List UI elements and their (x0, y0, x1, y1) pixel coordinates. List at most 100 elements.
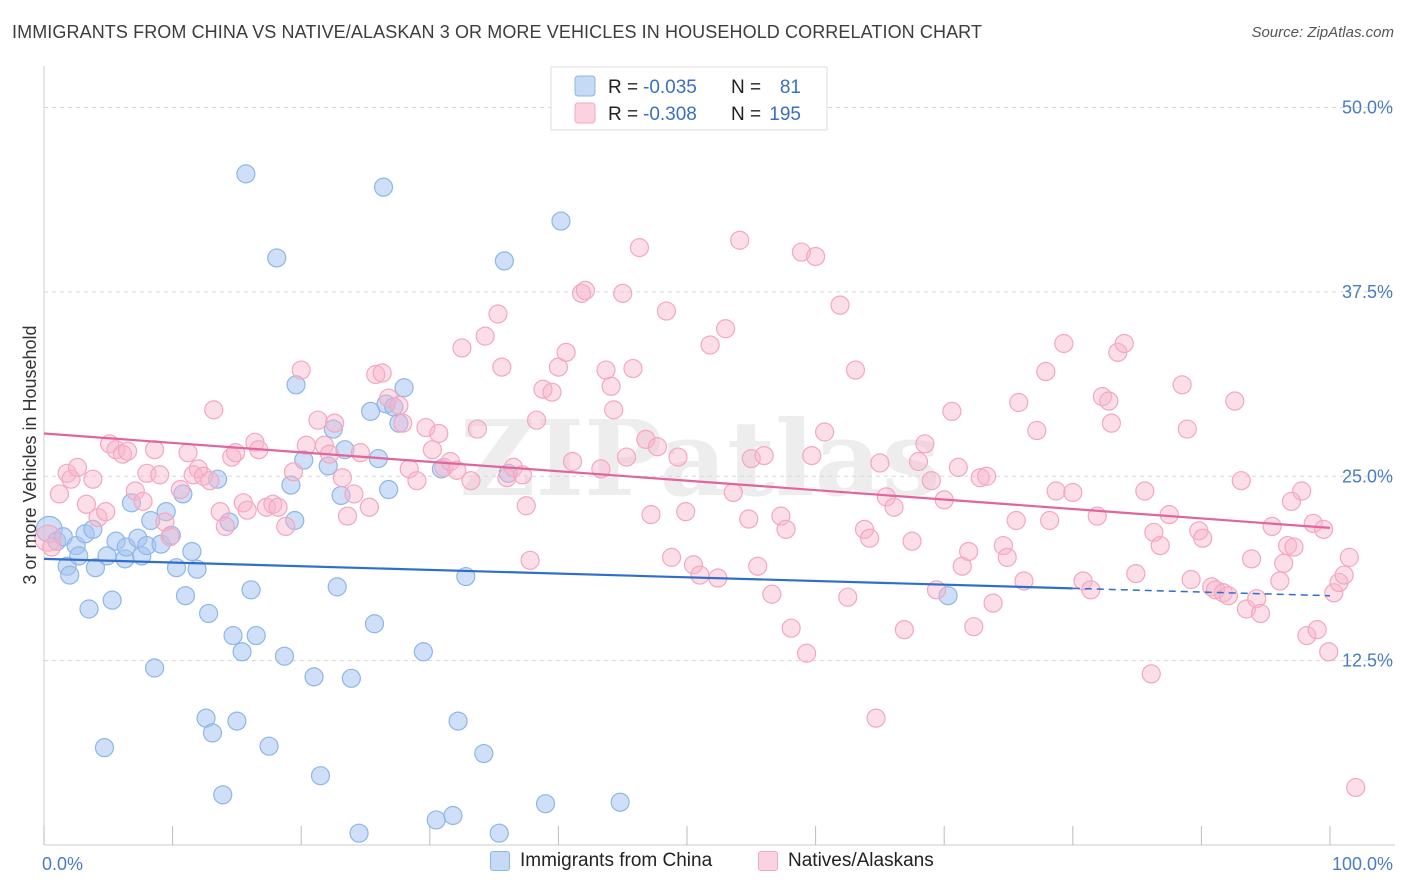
series-natives-alaskans (34, 230, 1366, 798)
natives-point-90 (623, 358, 643, 379)
natives-point-182 (1250, 603, 1271, 624)
china-point-13 (102, 590, 122, 610)
natives-point-110 (762, 584, 782, 604)
natives-point-109 (754, 446, 774, 466)
china-point-48 (286, 375, 306, 395)
natives-point-71 (497, 468, 517, 488)
natives-point-115 (796, 643, 817, 663)
china-point-21 (141, 510, 161, 531)
natives-point-78 (542, 382, 562, 402)
natives-point-70 (492, 357, 512, 377)
natives-point-150 (1040, 510, 1060, 531)
legend-n-value-natives: 195 (769, 104, 801, 125)
natives-point-146 (1009, 392, 1029, 413)
natives-point-192 (1307, 620, 1327, 640)
china-point-41 (241, 580, 261, 600)
natives-point-162 (1126, 563, 1146, 584)
natives-point-194 (1319, 642, 1339, 662)
natives-point-86 (601, 376, 621, 396)
china-point-81 (938, 586, 958, 606)
natives-point-68 (475, 326, 495, 346)
natives-point-189 (1292, 481, 1312, 501)
natives-point-144 (997, 547, 1017, 567)
china-point-50 (304, 667, 324, 687)
y-tick-label-1: 25.0% (1342, 466, 1393, 486)
natives-point-121 (845, 360, 866, 380)
natives-point-21 (170, 479, 190, 500)
natives-point-114 (791, 242, 812, 262)
natives-point-138 (959, 541, 979, 562)
x-tick-label-0: 0.0% (42, 854, 83, 874)
natives-point-0 (34, 524, 62, 552)
china-point-74 (474, 743, 494, 764)
china-point-34 (208, 469, 228, 489)
legend-r-label-china: R = (608, 77, 638, 98)
legend-n-label-china: N = (731, 77, 761, 98)
china-point-76 (494, 251, 514, 271)
natives-point-185 (1274, 553, 1294, 573)
natives-point-2 (49, 484, 70, 504)
china-point-40 (236, 164, 256, 184)
china-trend-line (43, 557, 1073, 590)
natives-point-4 (61, 469, 81, 489)
natives-point-61 (429, 423, 449, 444)
natives-point-141 (977, 466, 997, 486)
chart-title: IMMIGRANTS FROM CHINA VS NATIVE/ALASKAN … (12, 22, 983, 42)
china-point-39 (232, 642, 252, 662)
natives-point-87 (604, 400, 624, 420)
natives-point-29 (215, 516, 235, 537)
china-point-78 (535, 794, 556, 814)
chart-source: Source: ZipAtlas.com (1251, 24, 1394, 41)
natives-point-12 (112, 444, 133, 464)
china-point-67 (394, 378, 414, 398)
natives-point-51 (359, 497, 379, 517)
natives-point-135 (942, 401, 962, 421)
natives-point-76 (526, 410, 547, 430)
natives-point-117 (805, 246, 826, 267)
legend-r-value-natives: -0.308 (643, 104, 697, 125)
natives-point-40 (283, 462, 304, 482)
natives-point-19 (155, 512, 175, 532)
y-tick-label-0: 12.5% (1342, 651, 1393, 671)
legend-label-china: Immigrants from China (520, 850, 713, 871)
natives-point-187 (1281, 491, 1302, 511)
natives-point-20 (160, 527, 180, 547)
natives-point-8 (88, 507, 108, 528)
natives-point-50 (350, 443, 370, 463)
natives-point-130 (908, 451, 929, 472)
x-tick-labels: 0.0% 100.0% (42, 854, 1393, 874)
natives-point-132 (921, 471, 941, 491)
natives-point-125 (870, 453, 890, 473)
natives-point-22 (178, 443, 198, 463)
china-point-60 (364, 614, 385, 634)
natives-point-75 (520, 550, 540, 570)
china-point-57 (341, 668, 361, 688)
china-point-33 (202, 723, 223, 743)
china-point-64 (379, 479, 399, 500)
china-point-9 (83, 519, 103, 539)
natives-point-169 (1177, 419, 1197, 439)
china-point-22 (144, 658, 165, 678)
natives-point-124 (866, 708, 886, 728)
china-point-42 (246, 625, 266, 646)
natives-point-148 (1027, 420, 1047, 441)
axes (43, 66, 1395, 846)
natives-point-92 (636, 429, 656, 449)
natives-point-163 (1135, 481, 1155, 501)
china-point-51 (310, 766, 331, 786)
natives-point-179 (1236, 599, 1257, 619)
natives-point-105 (730, 230, 750, 250)
china-point-44 (267, 248, 287, 268)
natives-point-118 (815, 422, 835, 442)
natives-point-136 (948, 457, 968, 477)
natives-point-28 (210, 502, 230, 522)
china-point-75 (489, 823, 509, 843)
natives-point-6 (76, 494, 97, 514)
natives-point-60 (422, 440, 442, 460)
natives-point-199 (1346, 777, 1366, 798)
china-point-53 (323, 419, 343, 439)
y-axis-label: 3 or more Vehicles in Household (20, 325, 40, 584)
natives-point-112 (776, 519, 796, 539)
natives-point-190 (1297, 625, 1317, 646)
